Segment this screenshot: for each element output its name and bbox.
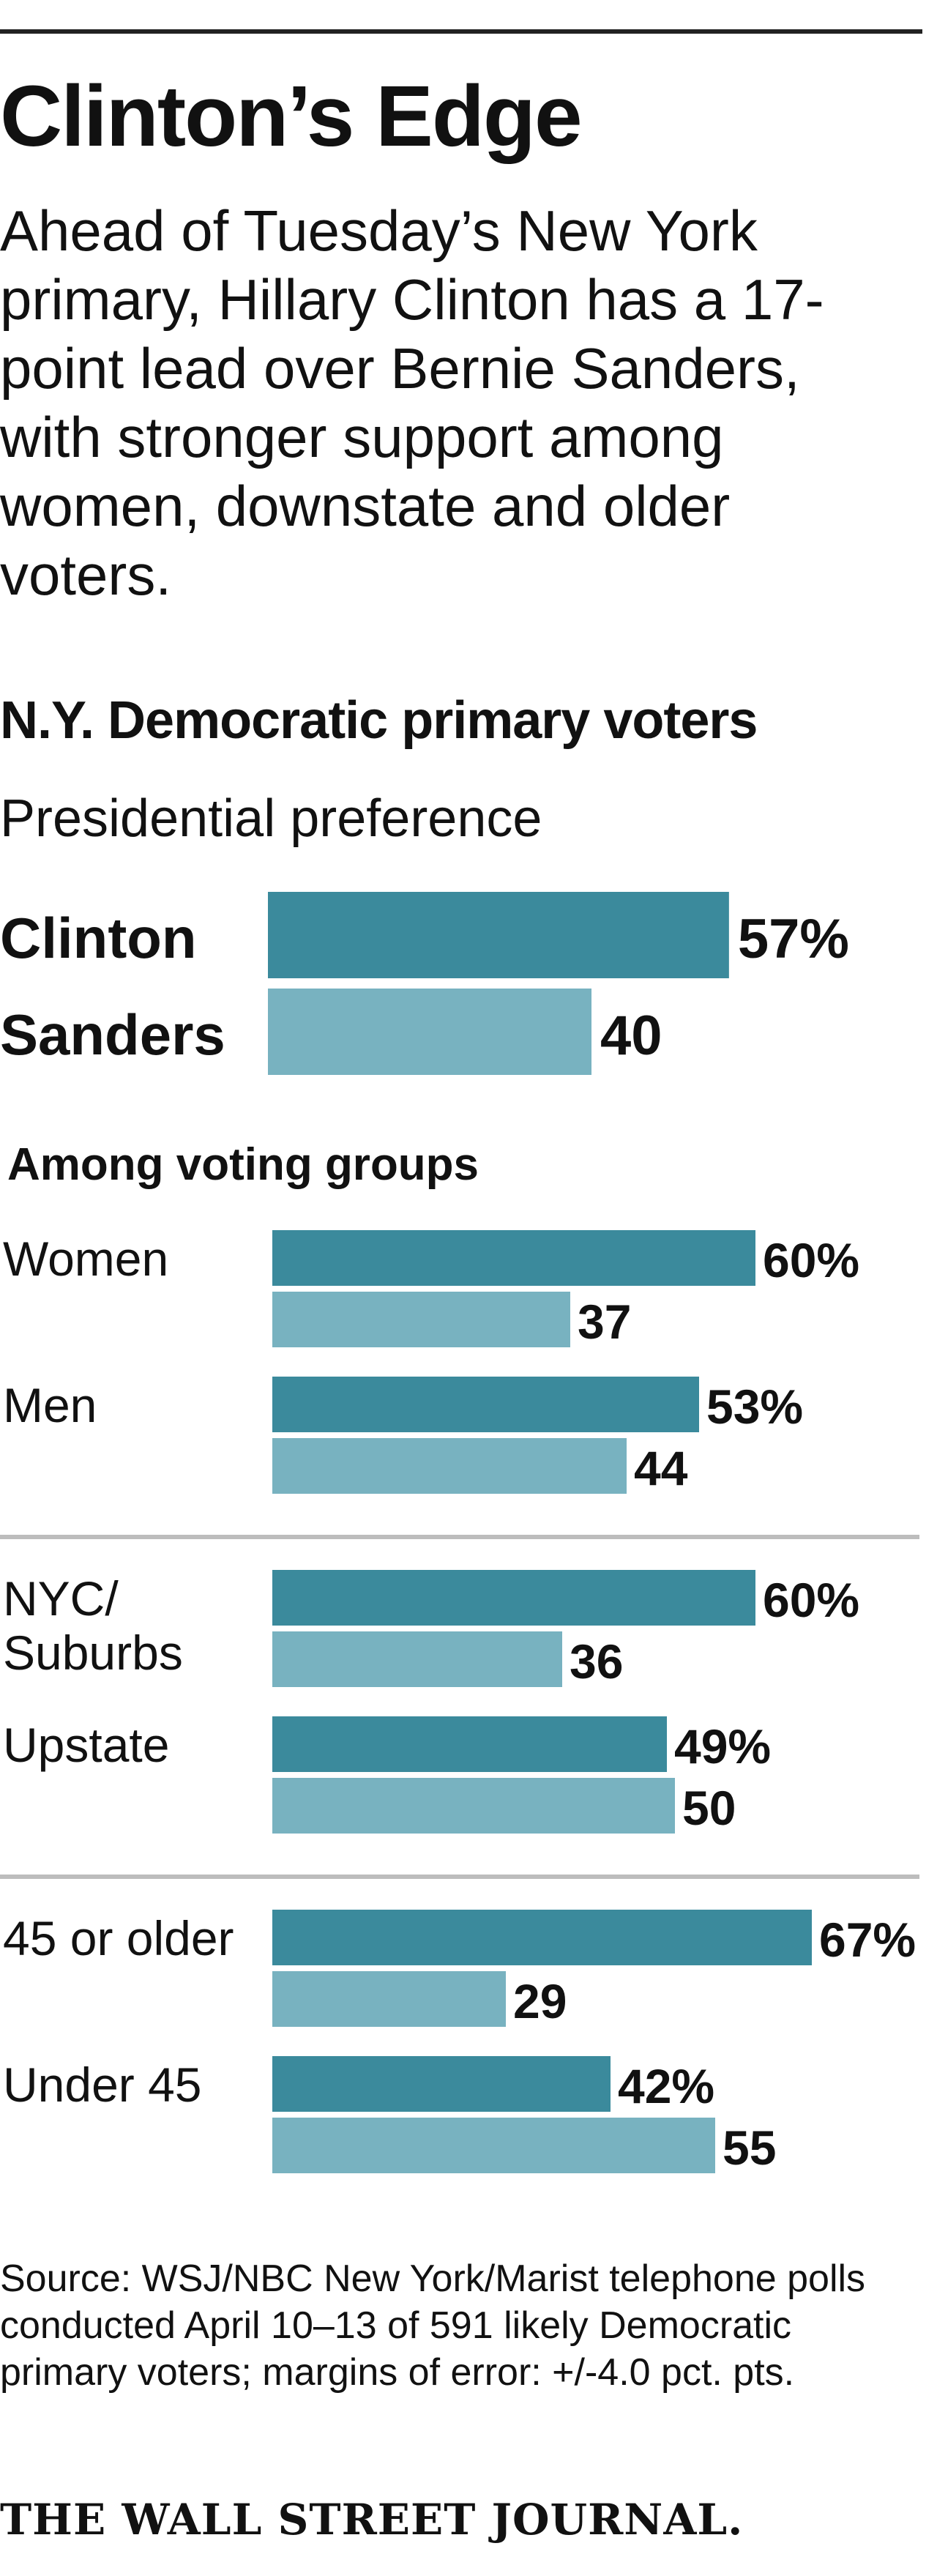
value-label-sanders-nyc-suburbs: 36	[570, 1634, 623, 1689]
value-label-clinton-nyc-suburbs: 60%	[763, 1573, 859, 1627]
bar-clinton-under-45	[272, 2056, 611, 2112]
top-rule	[0, 29, 922, 34]
group-label-men: Men	[3, 1378, 97, 1432]
chart-title: Clinton’s Edge	[0, 68, 583, 165]
bar-sanders-men	[272, 1438, 627, 1494]
bar-clinton-women	[272, 1230, 755, 1286]
group-label-women: Women	[3, 1232, 168, 1286]
section-heading: N.Y. Democratic primary voters	[0, 691, 758, 750]
group-divider-2	[0, 1875, 919, 1879]
groups-heading: Among voting groups	[7, 1139, 479, 1190]
bar-sanders-women	[272, 1292, 570, 1347]
value-label-clinton-upstate: 49%	[674, 1719, 771, 1773]
bar-sanders-upstate	[272, 1778, 675, 1834]
section-subheading: Presidential preference	[0, 789, 542, 848]
publisher-logo: THE WALL STREET JOURNAL.	[0, 2495, 744, 2545]
value-label-sanders: 40	[600, 1005, 662, 1067]
bar-sanders-under-45	[272, 2118, 715, 2173]
value-label-clinton-men: 53%	[706, 1380, 803, 1434]
bar-clinton	[268, 892, 729, 978]
source-note: Source: WSJ/NBC New York/Marist telephon…	[0, 2257, 866, 2394]
bar-sanders	[268, 989, 591, 1075]
group-label-upstate: Upstate	[3, 1718, 169, 1772]
group-label-nyc-suburbs: NYC/Suburbs	[3, 1571, 183, 1680]
category-label-clinton: Clinton	[0, 906, 197, 970]
value-label-clinton-under-45: 42%	[618, 2059, 714, 2113]
bar-clinton-45-or-older	[272, 1910, 812, 1965]
value-label-clinton-women: 60%	[763, 1233, 859, 1287]
value-label-sanders-women: 37	[578, 1295, 631, 1349]
value-label-sanders-under-45: 55	[723, 2121, 776, 2175]
value-label-sanders-men: 44	[634, 1441, 688, 1495]
value-label-clinton: 57%	[738, 908, 849, 970]
bar-clinton-nyc-suburbs	[272, 1570, 755, 1626]
bar-clinton-upstate	[272, 1716, 667, 1772]
bar-clinton-men	[272, 1377, 699, 1432]
bar-sanders-nyc-suburbs	[272, 1631, 562, 1687]
category-label-sanders: Sanders	[0, 1002, 225, 1067]
group-label-under-45: Under 45	[3, 2058, 202, 2112]
group-divider-1	[0, 1535, 919, 1539]
value-label-sanders-45-or-older: 29	[513, 1974, 567, 2028]
value-label-sanders-upstate: 50	[682, 1781, 736, 1835]
bar-sanders-45-or-older	[272, 1971, 506, 2027]
value-label-clinton-45-or-older: 67%	[819, 1913, 916, 1967]
chart-dek: Ahead of Tuesday’s New York primary, Hil…	[0, 198, 824, 607]
group-label-45-or-older: 45 or older	[3, 1911, 234, 1965]
